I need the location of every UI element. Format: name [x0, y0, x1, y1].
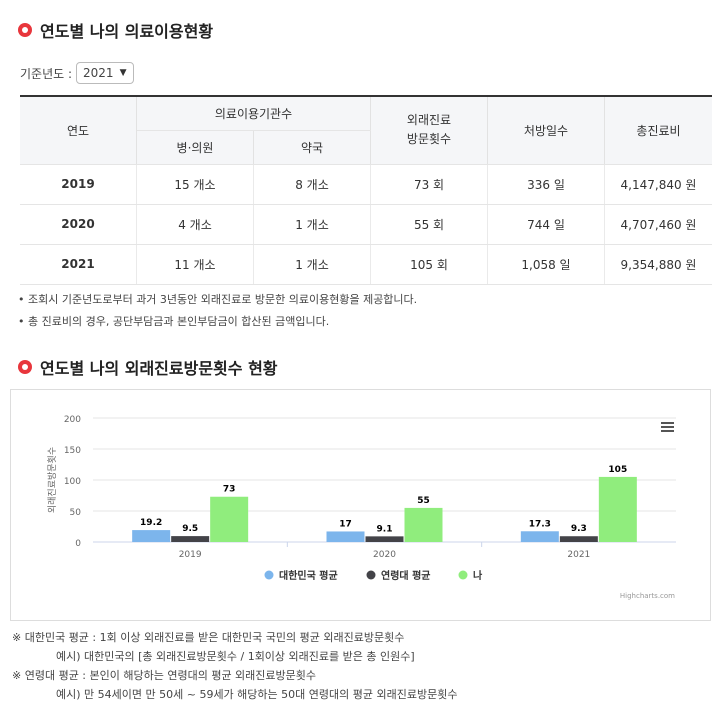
cell-outpatient: 73 회: [370, 164, 488, 205]
table-row: 2020 4 개소 1 개소 55 회 744 일 4,707,460 원: [20, 204, 712, 245]
bar: [171, 536, 210, 542]
cell-outpatient: 55 회: [370, 204, 488, 245]
bar: [598, 476, 637, 542]
data-label: 9.3: [571, 524, 587, 534]
cell-pharmacy: 8 개소: [253, 164, 371, 205]
legend-item: 연령대 평균: [381, 569, 430, 582]
data-label: 9.5: [182, 524, 198, 534]
cell-total-cost: 4,147,840 원: [604, 164, 712, 205]
col-prescription-days: 처방일수: [487, 96, 605, 165]
y-tick-label: 150: [64, 446, 81, 456]
year-filter-label: 기준년도 :: [20, 66, 73, 81]
cell-year: 2020: [20, 204, 137, 245]
y-axis-label: 외래진료방문횟수: [46, 447, 58, 513]
note-item: 총 진료비의 경우, 공단부담금과 본인부담금이 합산된 금액입니다.: [18, 311, 417, 333]
y-tick-label: 50: [70, 508, 82, 518]
cell-hospital: 15 개소: [136, 164, 254, 205]
cell-hospital: 11 개소: [136, 244, 254, 285]
cell-prescription-days: 1,058 일: [487, 244, 605, 285]
legend-item: 나: [473, 569, 483, 582]
bar: [365, 536, 404, 542]
footnotes: ※ 대한민국 평균 : 1회 이상 외래진료를 받은 대한민국 국민의 평균 외…: [12, 628, 457, 704]
location-pin-icon: [18, 360, 32, 374]
col-total-cost: 총진료비: [604, 96, 712, 165]
y-tick-label: 100: [64, 477, 81, 487]
data-label: 19.2: [140, 518, 162, 528]
year-select-value: 2021: [83, 66, 114, 80]
data-label: 105: [608, 465, 627, 475]
cell-prescription-days: 744 일: [487, 204, 605, 245]
hamburger-menu-icon: [661, 426, 674, 428]
table-row: 2021 11 개소 1 개소 105 회 1,058 일 9,354,880 …: [20, 244, 712, 285]
section-title-usage: 연도별 나의 의료이용현황: [18, 18, 213, 42]
section-title-text: 연도별 나의 외래진료방문횟수 현황: [40, 359, 278, 378]
hamburger-menu-icon: [661, 422, 674, 424]
cell-total-cost: 4,707,460 원: [604, 204, 712, 245]
col-pharmacy: 약국: [253, 130, 371, 165]
cell-year: 2021: [20, 244, 137, 285]
cell-hospital: 4 개소: [136, 204, 254, 245]
x-tick-label: 2020: [373, 550, 396, 560]
cell-pharmacy: 1 개소: [253, 244, 371, 285]
y-tick-label: 200: [64, 415, 81, 425]
table-row: 2019 15 개소 8 개소 73 회 336 일 4,147,840 원: [20, 164, 712, 205]
footnote-korea-avg: ※ 대한민국 평균 : 1회 이상 외래진료를 받은 대한민국 국민의 평균 외…: [12, 631, 405, 644]
legend-marker: [366, 570, 376, 580]
col-year: 연도: [20, 96, 137, 165]
note-item: 조회시 기준년도로부터 과거 3년동안 외래진료로 방문한 의료이용현황을 제공…: [18, 289, 417, 311]
cell-pharmacy: 1 개소: [253, 204, 371, 245]
chart-container: 0 50 100 150 200 외래진료방문횟수 2019 19.2 9.5 73 2020 17 9…: [10, 389, 711, 621]
hamburger-menu-icon: [661, 430, 674, 432]
col-hospital: 병·의원: [136, 130, 254, 165]
section-title-chart: 연도별 나의 외래진료방문횟수 현황: [18, 355, 278, 379]
data-label: 17: [339, 519, 352, 529]
bar: [326, 531, 365, 542]
legend-marker: [264, 570, 274, 580]
footnote-korea-example: 예시) 대한민국의 [총 외래진료방문횟수 / 1회이상 외래진료를 받은 총 …: [56, 650, 415, 663]
location-pin-icon: [18, 23, 32, 37]
data-label: 17.3: [529, 519, 551, 529]
bar: [132, 530, 171, 542]
footnote-age-example: 예시) 만 54세이면 만 50세 ~ 59세가 해당하는 50대 연령대의 평…: [56, 688, 458, 701]
col-institutions: 의료이용기관수: [136, 96, 371, 131]
data-label: 73: [223, 485, 236, 495]
bar: [404, 507, 443, 542]
cell-year: 2019: [20, 164, 137, 205]
legend-marker: [458, 570, 468, 580]
cell-outpatient: 105 회: [370, 244, 488, 285]
bar: [520, 531, 559, 542]
legend-item: 대한민국 평균: [279, 569, 338, 582]
chevron-down-icon: ▼: [119, 68, 127, 78]
usage-table: 연도 의료이용기관수 외래진료 방문횟수 처방일수 총진료비 병·의원 약국 2…: [20, 95, 712, 285]
cell-prescription-days: 336 일: [487, 164, 605, 205]
x-tick-label: 2019: [179, 550, 202, 560]
bar: [559, 536, 598, 542]
bar: [210, 496, 249, 542]
footnote-age-avg: ※ 연령대 평균 : 본인이 해당하는 연령대의 평균 외래진료방문횟수: [12, 669, 317, 682]
data-label: 9.1: [377, 524, 393, 534]
outpatient-visits-chart: 0 50 100 150 200 외래진료방문횟수 2019 19.2 9.5 73 2020 17 9…: [46, 415, 676, 600]
section-title-text: 연도별 나의 의료이용현황: [40, 22, 214, 41]
cell-total-cost: 9,354,880 원: [604, 244, 712, 285]
y-tick-label: 0: [75, 539, 81, 549]
col-outpatient: 외래진료 방문횟수: [370, 96, 488, 165]
highcharts-credit: Highcharts.com: [620, 592, 675, 600]
table-notes: 조회시 기준년도로부터 과거 3년동안 외래진료로 방문한 의료이용현황을 제공…: [18, 289, 417, 333]
year-select[interactable]: 2021 ▼: [76, 62, 134, 84]
data-label: 55: [417, 496, 430, 506]
year-filter: 기준년도 : 2021 ▼: [20, 62, 134, 84]
x-tick-label: 2021: [567, 550, 590, 560]
